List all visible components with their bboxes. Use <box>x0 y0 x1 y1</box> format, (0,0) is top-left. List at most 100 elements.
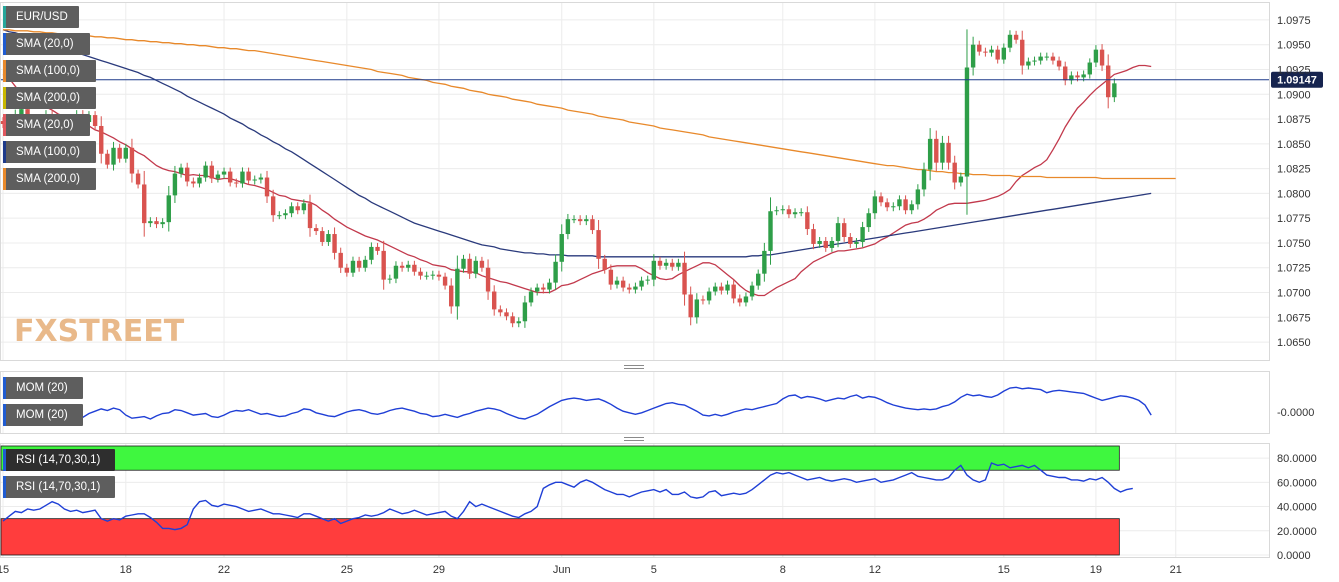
price-panel <box>0 2 1270 361</box>
candle-body <box>467 258 472 274</box>
candle-body <box>657 260 663 266</box>
panel-resize-handle[interactable] <box>624 365 644 369</box>
candle-body <box>577 219 583 222</box>
legend-label: EUR/USD <box>16 11 68 23</box>
candle-body <box>841 223 847 238</box>
candle-body <box>817 240 822 244</box>
legend-rsi-2[interactable]: RSI (14,70,30,1) <box>3 476 115 498</box>
candles <box>0 29 1117 328</box>
candle-body <box>1044 56 1049 58</box>
candle-body <box>406 264 411 268</box>
time-tick-label: 19 <box>1090 564 1102 576</box>
candle-body <box>989 49 994 53</box>
candle-body <box>123 147 128 159</box>
candle-body <box>154 221 159 225</box>
candle-body <box>172 173 178 196</box>
candle-body <box>768 211 773 251</box>
candle-body <box>1112 83 1117 98</box>
legend-swatch <box>3 476 6 498</box>
candle-body <box>399 265 405 268</box>
legend-sma-200-overlay[interactable]: SMA (200,0) <box>3 168 96 190</box>
candle-body <box>1032 60 1037 62</box>
candle-body <box>934 138 939 163</box>
candle-body <box>676 262 681 267</box>
legend-swatch <box>3 377 6 399</box>
legend-swatch <box>3 114 6 136</box>
candle-body <box>633 286 638 290</box>
candle-body <box>743 296 749 303</box>
candle-body <box>283 213 288 216</box>
candle-body <box>1063 66 1068 81</box>
current-price-tag <box>1271 71 1323 88</box>
oversold-zone <box>0 518 1120 556</box>
candle-body <box>209 165 214 179</box>
candle-body <box>1026 61 1031 66</box>
candle-body <box>1001 47 1007 60</box>
candle-body <box>977 44 982 52</box>
mom-line <box>2 386 1152 425</box>
candle-body <box>105 153 110 165</box>
candle-body <box>117 147 122 159</box>
candle-body <box>393 265 399 279</box>
candle-body <box>252 179 257 181</box>
price-tick-label: 1.0750 <box>1277 238 1311 250</box>
candle-body <box>614 280 620 285</box>
legend-mom-2[interactable]: MOM (20) <box>3 404 83 426</box>
candle-body <box>1093 49 1099 63</box>
candle-body <box>215 174 221 179</box>
candle-body <box>19 109 24 115</box>
candle-body <box>774 210 779 212</box>
candle-body <box>860 227 865 242</box>
legend-sma-200[interactable]: SMA (200,0) <box>3 87 96 109</box>
current-price-line: 1.09147 <box>1 71 1323 88</box>
candle-body <box>1038 56 1043 61</box>
candle-body <box>510 316 515 324</box>
candle-body <box>258 177 264 180</box>
candle-body <box>534 287 540 292</box>
candle-body <box>485 267 491 292</box>
candle-body <box>792 212 798 215</box>
candle-body <box>142 184 147 224</box>
fxstreet-watermark: FXSTREET <box>14 314 185 349</box>
candle-body <box>1013 34 1019 40</box>
candle-body <box>320 231 325 242</box>
candle-body <box>479 260 485 268</box>
legend-label: RSI (14,70,30,1) <box>16 481 101 493</box>
candle-body <box>313 228 319 232</box>
candle-body <box>872 196 878 214</box>
candle-body <box>160 222 165 225</box>
legend-label: RSI (14,70,30,1) <box>16 454 101 466</box>
candle-body <box>375 246 380 251</box>
legend-sma-20[interactable]: SMA (20,0) <box>3 33 90 55</box>
time-tick-label: 8 <box>780 564 786 576</box>
legend-eurusd[interactable]: EUR/USD <box>3 6 79 28</box>
legend-sma-100[interactable]: SMA (100,0) <box>3 60 96 82</box>
candle-body <box>227 171 233 183</box>
price-tick-label: 1.0725 <box>1277 263 1311 275</box>
candle-body <box>848 237 853 244</box>
candle-body <box>197 177 202 184</box>
legend-mom[interactable]: MOM (20) <box>3 377 83 399</box>
candle-body <box>424 275 429 277</box>
candle-body <box>301 203 307 211</box>
legend-rsi[interactable]: RSI (14,70,30,1) <box>3 449 115 471</box>
legend-label: SMA (20,0) <box>16 119 74 131</box>
candle-body <box>915 189 921 205</box>
candle-body <box>829 240 835 248</box>
candle-body <box>295 206 300 211</box>
legend-sma-20-overlay[interactable]: SMA (20,0) <box>3 114 90 136</box>
candle-body <box>811 229 816 244</box>
legend-sma-100-overlay[interactable]: SMA (100,0) <box>3 141 96 163</box>
time-tick-label: 12 <box>869 564 881 576</box>
candle-body <box>185 167 190 182</box>
candle-body <box>823 240 828 248</box>
candle-body <box>780 209 785 211</box>
candle-body <box>1081 74 1086 78</box>
candle-body <box>786 209 792 215</box>
sma-100-line <box>2 29 1152 258</box>
panel-resize-handle[interactable] <box>624 437 644 441</box>
candle-body <box>608 269 614 285</box>
candle-body <box>952 162 957 183</box>
candle-body <box>1099 49 1105 66</box>
